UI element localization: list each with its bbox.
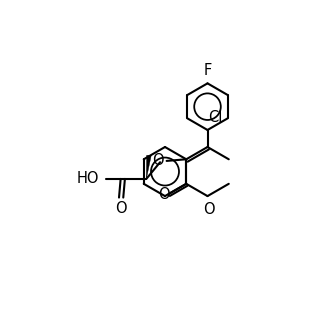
Text: O: O bbox=[159, 187, 170, 202]
Text: O: O bbox=[152, 153, 164, 168]
Text: HO: HO bbox=[77, 171, 99, 186]
Text: F: F bbox=[204, 63, 212, 78]
Polygon shape bbox=[146, 155, 151, 179]
Text: O: O bbox=[115, 201, 127, 216]
Text: Cl: Cl bbox=[209, 110, 223, 125]
Text: O: O bbox=[203, 202, 215, 217]
